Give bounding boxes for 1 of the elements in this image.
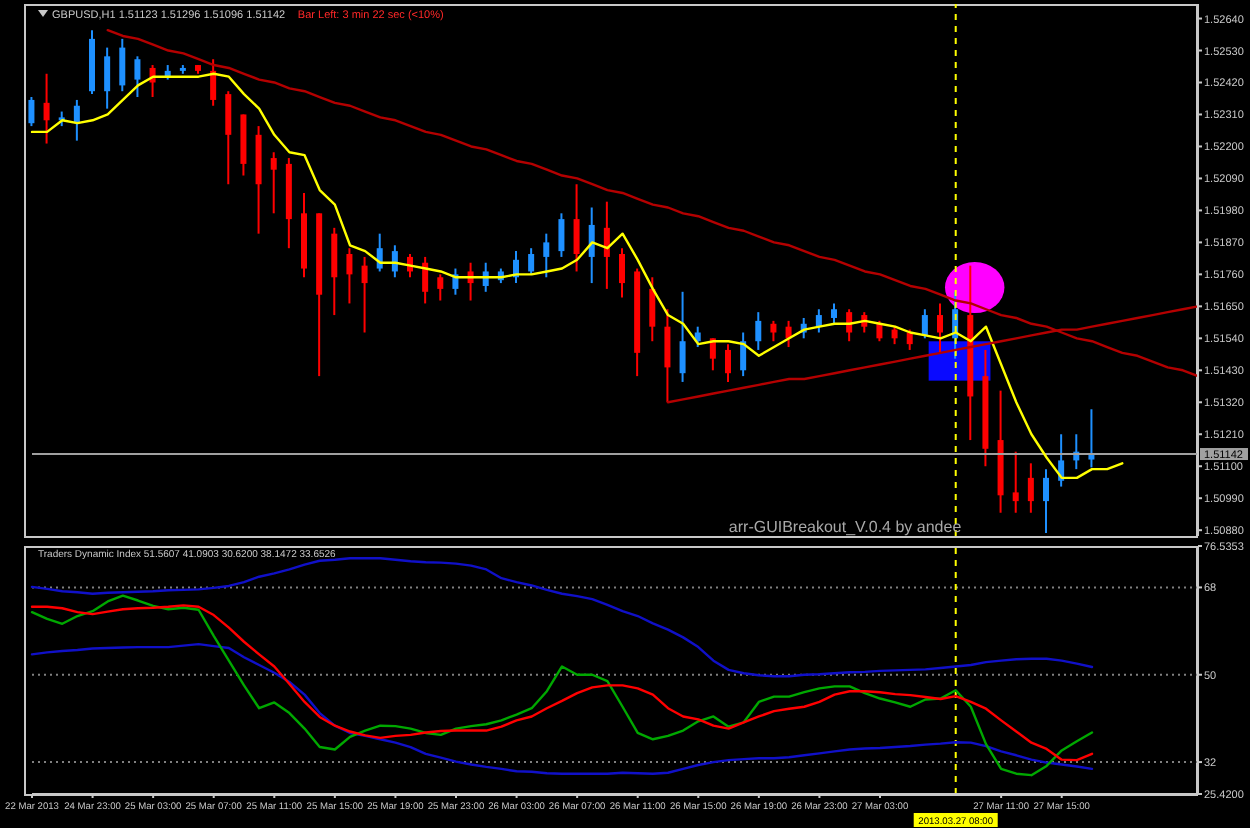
annotation: arr-GUIBreakout_V.0.4 by andee xyxy=(728,518,963,536)
